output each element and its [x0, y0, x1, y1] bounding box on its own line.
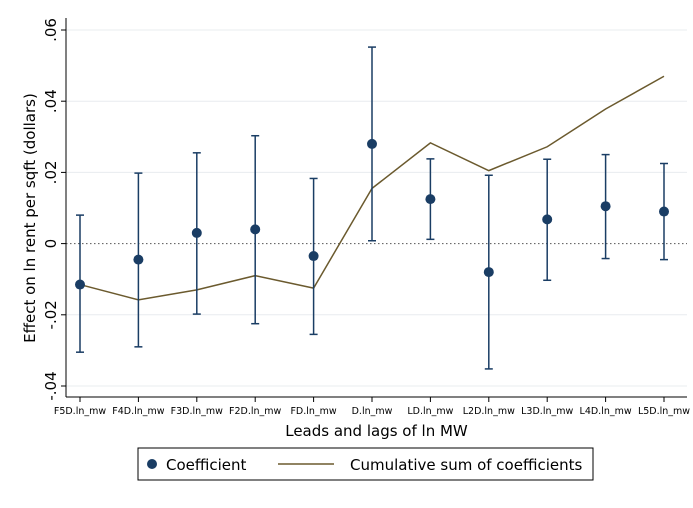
coefficient-point [542, 214, 553, 225]
legend-marker-coefficient [147, 459, 157, 469]
x-tick-label: FD.ln_mw [290, 406, 336, 417]
y-tick-label: .06 [42, 18, 60, 42]
grid-layer [66, 29, 687, 387]
x-tick-label: F5D.ln_mw [54, 406, 107, 417]
y-tick-label: .04 [42, 89, 60, 113]
x-tick-label: L2D.ln_mw [463, 406, 515, 417]
legend: Coefficient Cumulative sum of coefficien… [137, 447, 594, 481]
coefficient-point [659, 206, 669, 217]
x-tick-label: L4D.ln_mw [580, 406, 632, 417]
legend-label-coefficient: Coefficient [166, 456, 247, 474]
x-tick-label: F2D.ln_mw [229, 406, 282, 417]
y-tick-label: .02 [42, 160, 60, 184]
confidence-interval-layer [76, 46, 668, 370]
coefficient-point [483, 267, 494, 278]
coefficient-point [133, 254, 144, 265]
y-tick-label: -.02 [42, 300, 60, 329]
x-axis-title: Leads and lags of ln MW [285, 422, 468, 440]
coefficient-point [191, 227, 202, 238]
legend-label-cumulative-sum: Cumulative sum of coefficients [350, 456, 582, 474]
x-tick-label: F3D.ln_mw [171, 406, 224, 417]
coefficient-point [308, 251, 319, 262]
coefficient-point-layer [75, 138, 669, 290]
x-tick-label: L5D.ln_mw [638, 406, 690, 417]
x-tick-label: LD.ln_mw [407, 406, 453, 417]
y-tick-label: -.04 [42, 371, 60, 400]
x-tick-label: L3D.ln_mw [521, 406, 573, 417]
legend-box [137, 447, 594, 481]
y-tick-label: 0 [42, 239, 60, 249]
coefficient-point [75, 279, 85, 290]
y-axis-title: Effect on ln rent per sqft (dollars) [21, 93, 39, 343]
coefficient-point [367, 138, 377, 149]
coefficient-point [425, 194, 436, 205]
x-tick-label: F4D.ln_mw [112, 406, 165, 417]
axis-layer: -.04 -.02 0 .02 .04 .06 F5D.ln_mw F4D.ln_mw F3D.… [42, 18, 690, 417]
coefficient-point [600, 201, 611, 212]
x-tick-label: D.ln_mw [352, 406, 393, 417]
coefficient-point [250, 224, 261, 235]
